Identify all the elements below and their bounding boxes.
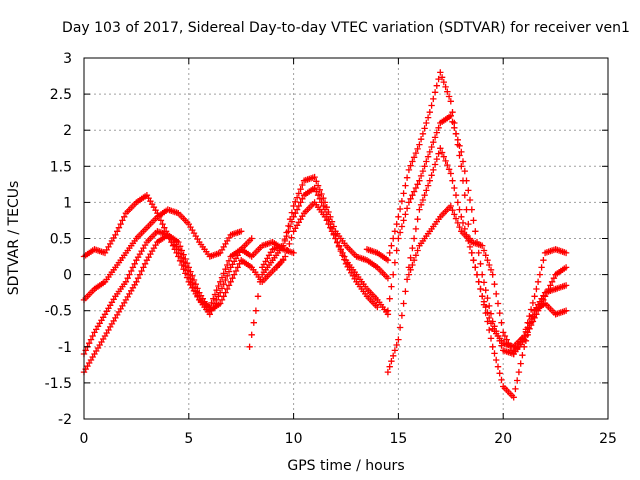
x-tick-label: 10 xyxy=(285,431,303,447)
y-tick-label: 2 xyxy=(63,123,72,139)
chart-title: Day 103 of 2017, Sidereal Day-to-day VTE… xyxy=(62,20,630,36)
x-tick-label: 5 xyxy=(184,431,193,447)
y-tick-label: -0.5 xyxy=(45,304,72,320)
grid xyxy=(84,58,608,419)
series-7 xyxy=(273,199,381,311)
x-tick-label: 20 xyxy=(494,431,512,447)
y-axis-label: SDTVAR / TECUs xyxy=(6,181,22,296)
y-tick-label: 0 xyxy=(63,268,72,284)
y-tick-label: -2 xyxy=(58,412,72,428)
y-tick-label: 1 xyxy=(63,195,72,211)
y-tick-label: 3 xyxy=(63,51,72,67)
series-markers xyxy=(405,202,570,358)
x-tick-label: 15 xyxy=(389,431,407,447)
series-group xyxy=(80,69,570,401)
y-tick-label: -1 xyxy=(58,340,72,356)
series-markers xyxy=(273,199,381,311)
ticks: 0 5 10 15 20 25 3 2.5 2 1.5 1 0.5 0 -0.5 -1 -1.5 -2 xyxy=(45,51,617,447)
y-tick-label: 1.5 xyxy=(50,159,72,175)
x-tick-label: 25 xyxy=(599,431,617,447)
y-tick-label: 0.5 xyxy=(50,232,72,248)
x-tick-label: 0 xyxy=(80,431,89,447)
x-axis-label: GPS time / hours xyxy=(287,458,404,474)
y-tick-label: -1.5 xyxy=(45,376,72,392)
y-tick-label: 2.5 xyxy=(50,87,72,103)
series-11 xyxy=(405,202,570,358)
